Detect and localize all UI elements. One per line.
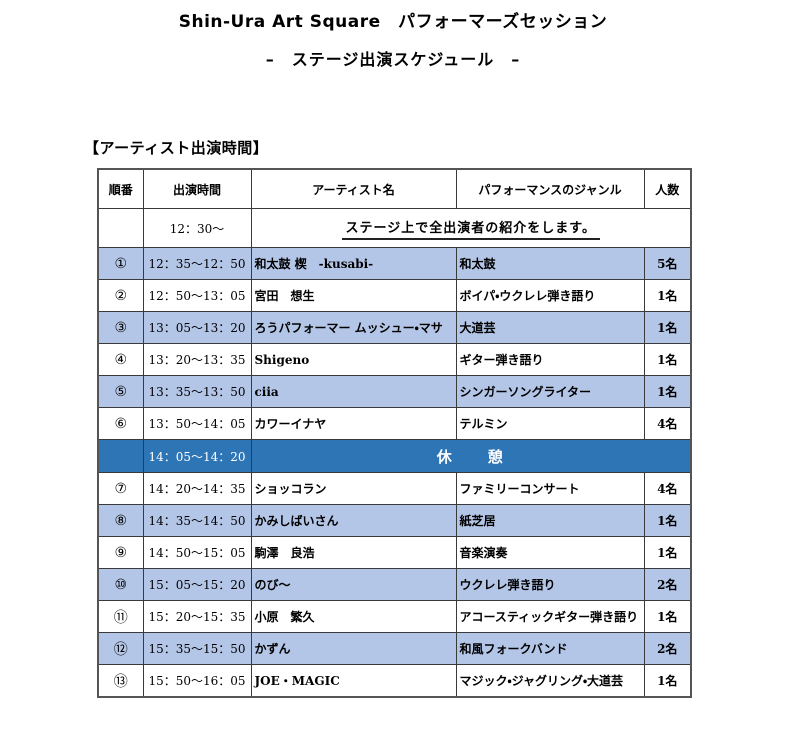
table-row: ⑥ 13：50～14：05 カワーイナヤ テルミン 4名	[97, 407, 692, 440]
artist-cell: 宮田 想生	[250, 279, 457, 312]
order-cell: ⑬	[97, 664, 144, 698]
count-cell: 4名	[643, 407, 692, 440]
genre-cell: ギター弾き語り	[455, 343, 645, 376]
table-row: ⑪ 15：20～15：35 小原 繁久 アコースティックギター弾き語り 1名	[97, 600, 692, 633]
count-cell: 1名	[643, 279, 692, 312]
order-cell: ⑨	[97, 536, 144, 569]
count-cell: 1名	[643, 375, 692, 408]
count-cell: 2名	[643, 632, 692, 665]
genre-cell: ボイパ・ウクレレ弾き語り	[455, 279, 645, 312]
order-cell: ⑦	[97, 472, 144, 505]
order-cell: ④	[97, 343, 144, 376]
schedule-table-body: 12：30～ ステージ上で全出演者の紹介をします。 ① 12：35～12：50 和太…	[97, 208, 692, 698]
table-row: ⑫ 15：35～15：50 かずん 和風フォークバンド 2名	[97, 632, 692, 665]
table-row: ⑩ 15：05～15：20 のび～ ウクレレ弾き語り 2名	[97, 568, 692, 601]
artist-cell: かずん	[250, 632, 457, 665]
genre-cell: ウクレレ弾き語り	[455, 568, 645, 601]
order-cell: ⑧	[97, 504, 144, 537]
time-cell: 12：35～12：50	[142, 247, 252, 280]
time-cell: 13：35～13：50	[142, 375, 252, 408]
artist-cell: カワーイナヤ	[250, 407, 457, 440]
break-time-cell: 14：05～14：20	[142, 439, 252, 473]
genre-cell: 和風フォークバンド	[455, 632, 645, 665]
table-row: ⑬ 15：50～16：05 JOE・MAGIC マジック・ジャグリング・大道芸 1名	[97, 664, 692, 698]
time-cell: 15：50～16：05	[142, 664, 252, 698]
break-row: 14：05～14：20 休 憩	[97, 439, 692, 473]
intro-row: 12：30～ ステージ上で全出演者の紹介をします。	[97, 208, 692, 248]
schedule-table: 順番 出演時間 アーティスト名 パフォーマンスのジャンル 人数 12：30～ ス…	[97, 168, 692, 698]
artist-cell: Shigeno	[250, 343, 457, 376]
table-row: ④ 13：20～13：35 Shigeno ギター弾き語り 1名	[97, 343, 692, 376]
genre-cell: 音楽演奏	[455, 536, 645, 569]
artist-cell: 小原 繁久	[250, 600, 457, 633]
genre-cell: 大道芸	[455, 311, 645, 344]
table-row: ③ 13：05～13：20 ろうパフォーマー ムッシュー・マサ 大道芸 1名	[97, 311, 692, 344]
count-cell: 1名	[643, 536, 692, 569]
table-row: ① 12：35～12：50 和太鼓 楔 -kusabi- 和太鼓 5名	[97, 247, 692, 280]
artist-cell: ciia	[250, 375, 457, 408]
time-cell: 13：20～13：35	[142, 343, 252, 376]
column-header-artist: アーティスト名	[250, 168, 457, 209]
artist-cell: 駒澤 良浩	[250, 536, 457, 569]
order-cell: ⑫	[97, 632, 144, 665]
time-cell: 13：05～13：20	[142, 311, 252, 344]
artist-cell: JOE・MAGIC	[250, 664, 457, 698]
table-row: ⑧ 14：35～14：50 かみしばいさん 紙芝居 1名	[97, 504, 692, 537]
artist-cell: のび～	[250, 568, 457, 601]
order-cell: ③	[97, 311, 144, 344]
page-subtitle: – ステージ出演スケジュール –	[265, 50, 521, 69]
order-cell: ⑪	[97, 600, 144, 633]
artist-cell: 和太鼓 楔 -kusabi-	[250, 247, 457, 280]
time-cell: 13：50～14：05	[142, 407, 252, 440]
count-cell: 2名	[643, 568, 692, 601]
break-order-cell	[97, 439, 144, 473]
intro-note-text: ステージ上で全出演者の紹介をします。	[341, 217, 600, 240]
time-cell: 15：05～15：20	[142, 568, 252, 601]
time-cell: 14：50～15：05	[142, 536, 252, 569]
order-cell: ⑩	[97, 568, 144, 601]
artist-cell: かみしばいさん	[250, 504, 457, 537]
intro-note-cell: ステージ上で全出演者の紹介をします。	[250, 208, 692, 248]
column-header-order: 順番	[97, 168, 144, 209]
genre-cell: テルミン	[455, 407, 645, 440]
genre-cell: ファミリーコンサート	[455, 472, 645, 505]
order-cell: ①	[97, 247, 144, 280]
time-cell: 14：35～14：50	[142, 504, 252, 537]
page-title: Shin-Ura Art Square パフォーマーズセッション	[178, 12, 608, 32]
count-cell: 4名	[643, 472, 692, 505]
order-cell: ⑤	[97, 375, 144, 408]
count-cell: 1名	[643, 343, 692, 376]
order-cell: ②	[97, 279, 144, 312]
table-row: ⑤ 13：35～13：50 ciia シンガーソングライター 1名	[97, 375, 692, 408]
table-row: ⑦ 14：20～14：35 ショッコラン ファミリーコンサート 4名	[97, 472, 692, 505]
genre-cell: 和太鼓	[455, 247, 645, 280]
count-cell: 1名	[643, 664, 692, 698]
time-cell: 14：20～14：35	[142, 472, 252, 505]
column-header-time: 出演時間	[142, 168, 252, 209]
artist-cell: ショッコラン	[250, 472, 457, 505]
time-cell: 15：35～15：50	[142, 632, 252, 665]
table-row: ⑨ 14：50～15：05 駒澤 良浩 音楽演奏 1名	[97, 536, 692, 569]
count-cell: 5名	[643, 247, 692, 280]
genre-cell: アコースティックギター弾き語り	[455, 600, 645, 633]
artist-cell: ろうパフォーマー ムッシュー・マサ	[250, 311, 457, 344]
column-header-count: 人数	[643, 168, 692, 209]
break-label-cell: 休 憩	[250, 439, 692, 473]
count-cell: 1名	[643, 600, 692, 633]
time-cell: 12：50～13：05	[142, 279, 252, 312]
column-header-genre: パフォーマンスのジャンル	[455, 168, 645, 209]
time-cell: 15：20～15：35	[142, 600, 252, 633]
order-cell: ⑥	[97, 407, 144, 440]
count-cell: 1名	[643, 504, 692, 537]
intro-time-cell: 12：30～	[142, 208, 252, 248]
count-cell: 1名	[643, 311, 692, 344]
section-heading: 【アーティスト出演時間】	[84, 139, 269, 157]
genre-cell: 紙芝居	[455, 504, 645, 537]
intro-order-cell	[97, 208, 144, 248]
table-header-row: 順番 出演時間 アーティスト名 パフォーマンスのジャンル 人数	[97, 168, 692, 209]
genre-cell: マジック・ジャグリング・大道芸	[455, 664, 645, 698]
genre-cell: シンガーソングライター	[455, 375, 645, 408]
table-row: ② 12：50～13：05 宮田 想生 ボイパ・ウクレレ弾き語り 1名	[97, 279, 692, 312]
